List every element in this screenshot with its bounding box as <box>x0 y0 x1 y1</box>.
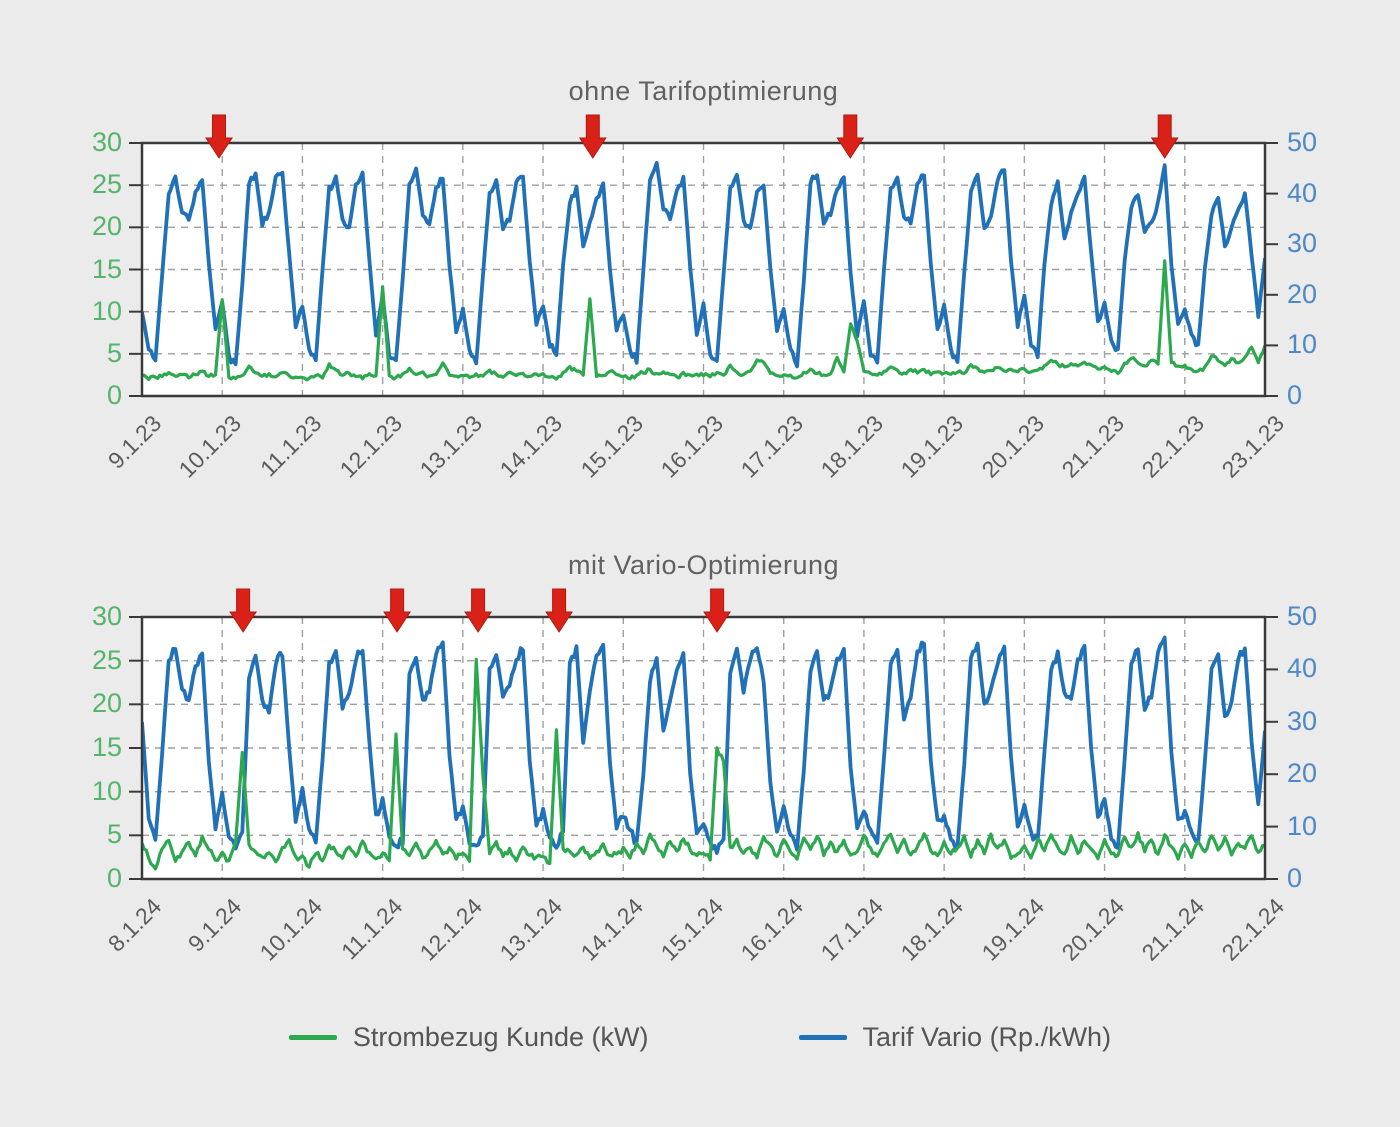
y-tick-label-right: 30 <box>1287 228 1318 259</box>
y-tick-label-left: 30 <box>91 601 122 631</box>
y-tick-label-right: 0 <box>1287 863 1303 893</box>
event-arrow-icon <box>464 588 493 633</box>
event-arrow-icon <box>1150 114 1179 159</box>
legend-label-strombezug-kunde: Strombezug Kunde (kW) <box>352 1022 649 1052</box>
y-tick-label-left: 0 <box>106 380 122 410</box>
legend-line-blue <box>798 1035 847 1040</box>
y-tick-label-left: 25 <box>91 644 122 675</box>
event-arrow-icon <box>578 114 607 159</box>
y-tick-label-right: 50 <box>1287 127 1318 157</box>
y-tick-label-left: 5 <box>106 337 122 368</box>
event-arrow-icon <box>383 588 412 633</box>
legend-item-tarif-vario: Tarif Vario (Rp./kWh) <box>798 1022 1112 1053</box>
event-arrow-icon <box>205 114 233 159</box>
y-tick-label-left: 20 <box>91 211 122 242</box>
event-arrow-icon <box>229 588 258 633</box>
event-arrow-icon <box>545 588 574 633</box>
y-tick-label-left: 20 <box>91 688 122 719</box>
y-tick-label-right: 40 <box>1287 177 1318 208</box>
legend-item-strombezug-kunde: Strombezug Kunde (kW) <box>288 1022 649 1053</box>
y-tick-label-left: 25 <box>91 169 122 200</box>
legend-label-tarif-vario: Tarif Vario (Rp./kWh) <box>862 1022 1112 1052</box>
legend-line-green <box>288 1035 337 1040</box>
chart-title-top: ohne Tarifoptimierung <box>568 76 839 106</box>
y-tick-label-right: 10 <box>1287 810 1318 841</box>
y-tick-label-right: 20 <box>1287 758 1318 789</box>
y-tick-label-left: 10 <box>91 295 122 326</box>
y-tick-label-left: 15 <box>91 253 122 284</box>
y-tick-label-left: 5 <box>106 819 122 850</box>
y-tick-label-right: 0 <box>1287 380 1303 410</box>
y-tick-label-left: 10 <box>91 775 122 806</box>
y-tick-label-left: 15 <box>91 732 122 762</box>
y-tick-label-right: 10 <box>1287 329 1318 360</box>
y-tick-label-left: 30 <box>91 127 122 157</box>
legend: Strombezug Kunde (kW) Tarif Vario (Rp./k… <box>0 1022 1400 1053</box>
y-tick-label-right: 30 <box>1287 705 1318 736</box>
y-tick-label-left: 0 <box>106 863 122 893</box>
event-arrow-icon <box>703 588 732 633</box>
chart-title-bottom: mit Vario-Optimierung <box>567 550 840 580</box>
y-tick-label-right: 50 <box>1287 601 1318 631</box>
y-tick-label-right: 40 <box>1287 653 1318 684</box>
y-tick-label-right: 20 <box>1287 278 1318 309</box>
event-arrow-icon <box>836 114 865 159</box>
